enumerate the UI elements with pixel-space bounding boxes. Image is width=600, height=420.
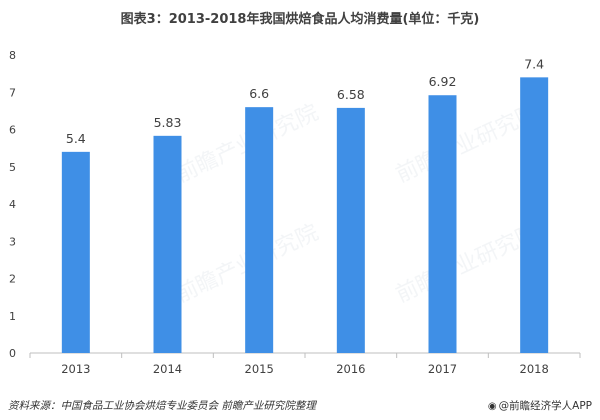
y-tick-label: 5 [9, 161, 16, 174]
y-tick-label: 6 [9, 124, 16, 137]
bar-2018 [520, 77, 549, 353]
y-tick-label: 8 [9, 49, 16, 62]
x-tick-label-2013: 2013 [61, 362, 90, 376]
y-tick-label: 3 [9, 235, 16, 248]
x-axis: 2013 2014 2015 2016 2017 2018 [29, 352, 581, 376]
x-tick-label-2018: 2018 [520, 362, 549, 376]
bars-group [61, 77, 549, 354]
x-tick-label-2014: 2014 [153, 362, 182, 376]
bar-2013 [61, 151, 90, 353]
chart-title: 图表3：2013-2018年我国烘焙食品人均消费量(单位：千克) [120, 12, 480, 27]
data-label-2013: 5.4 [66, 131, 86, 146]
y-tick-label: 0 [9, 347, 16, 360]
brand-label: @前瞻经济学人APP [498, 400, 592, 412]
bar-2016 [336, 107, 365, 354]
data-labels-group: 5.4 5.83 6.6 6.58 6.92 7.4 [66, 56, 544, 146]
x-tick-label-2016: 2016 [336, 362, 365, 376]
y-tick-label: 2 [9, 273, 16, 286]
chart-logo-icon: ◉ [487, 401, 497, 412]
x-tick-label-2015: 2015 [245, 362, 274, 376]
watermark-text: 前瞻产业研究院 [392, 100, 542, 188]
y-axis: 0 1 2 3 4 5 6 7 8 [9, 49, 16, 360]
brand-credit: ◉ @前瞻经济学人APP [488, 398, 592, 413]
y-tick-label: 4 [9, 198, 16, 211]
bar-2015 [245, 107, 274, 354]
y-tick-label: 1 [9, 310, 16, 323]
data-label-2015: 6.6 [249, 86, 269, 101]
data-label-2018: 7.4 [524, 56, 544, 71]
bar-2014 [153, 135, 182, 353]
data-label-2017: 6.92 [429, 74, 457, 89]
data-label-2014: 5.83 [154, 115, 182, 130]
x-tick-label-2017: 2017 [428, 362, 457, 376]
data-label-2016: 6.58 [337, 87, 365, 102]
watermark-text: 前瞻产业研究院 [392, 220, 542, 308]
bar-2017 [428, 95, 457, 353]
y-tick-label: 7 [9, 86, 16, 99]
source-note: 资料来源：中国食品工业协会烘焙专业委员会 前瞻产业研究院整理 [8, 400, 316, 412]
